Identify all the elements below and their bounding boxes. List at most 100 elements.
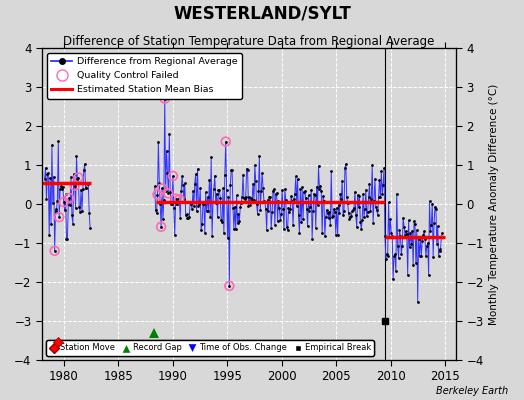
Point xyxy=(436,248,445,254)
Point xyxy=(360,214,368,220)
Point xyxy=(364,209,372,215)
Point xyxy=(185,214,193,220)
Point xyxy=(408,228,417,234)
Point xyxy=(48,142,56,148)
Point xyxy=(355,193,364,199)
Point xyxy=(178,173,186,179)
Point xyxy=(225,283,234,289)
Point xyxy=(195,200,203,207)
Point xyxy=(368,162,376,168)
Point xyxy=(335,210,344,216)
Point xyxy=(223,235,232,241)
Point xyxy=(236,204,245,210)
Point xyxy=(396,233,405,240)
Point xyxy=(65,195,73,201)
Point xyxy=(346,214,355,220)
Point xyxy=(333,204,341,211)
Point xyxy=(318,230,326,236)
Point xyxy=(336,191,345,198)
Point xyxy=(83,180,92,186)
Point xyxy=(84,181,93,187)
Point xyxy=(400,224,408,230)
Point xyxy=(239,195,248,202)
Point xyxy=(169,173,177,179)
Point xyxy=(428,200,436,207)
Point xyxy=(310,191,318,197)
Point xyxy=(52,206,61,212)
Point xyxy=(50,248,59,254)
Point xyxy=(197,227,205,234)
Point xyxy=(326,222,334,228)
Point xyxy=(243,166,252,173)
Point xyxy=(160,96,169,102)
Point xyxy=(394,243,402,249)
Point xyxy=(279,206,287,212)
Point xyxy=(226,182,234,188)
Point xyxy=(309,208,317,214)
Point xyxy=(157,224,165,230)
Point xyxy=(256,207,265,214)
Point xyxy=(218,219,226,225)
Point xyxy=(362,186,370,193)
Point xyxy=(49,200,57,206)
Point xyxy=(191,180,199,187)
Point xyxy=(181,212,190,218)
Point xyxy=(242,194,250,200)
Point xyxy=(334,202,343,208)
Point xyxy=(216,194,224,201)
Title: Difference of Station Temperature Data from Regional Average: Difference of Station Temperature Data f… xyxy=(63,35,434,48)
Point xyxy=(202,189,210,196)
Point xyxy=(354,192,362,198)
Point xyxy=(167,201,176,207)
Point xyxy=(427,222,435,228)
Point xyxy=(299,216,307,222)
Point xyxy=(79,186,87,192)
Point xyxy=(332,231,340,238)
Point xyxy=(327,168,335,175)
Point xyxy=(281,197,290,203)
Point xyxy=(245,194,254,200)
Point xyxy=(154,191,162,198)
Point xyxy=(161,188,170,194)
Point xyxy=(410,218,418,225)
Point xyxy=(70,171,78,178)
Point xyxy=(50,248,59,254)
Point xyxy=(380,165,388,171)
Point xyxy=(244,202,253,209)
Point xyxy=(372,204,380,210)
Point xyxy=(374,212,382,218)
Point xyxy=(402,231,411,237)
Point xyxy=(389,276,397,282)
Point xyxy=(164,190,172,196)
Legend: Station Move, Record Gap, Time of Obs. Change, Empirical Break: Station Move, Record Gap, Time of Obs. C… xyxy=(46,340,374,356)
Point xyxy=(206,213,214,220)
Point xyxy=(398,242,407,249)
Point xyxy=(209,199,217,206)
Point xyxy=(361,206,369,212)
Point xyxy=(76,209,84,216)
Point xyxy=(211,172,219,179)
Point xyxy=(155,180,163,186)
Point xyxy=(274,218,282,225)
Point xyxy=(412,260,420,266)
Point xyxy=(254,211,262,217)
Point xyxy=(378,191,386,198)
Point xyxy=(173,201,182,208)
Point xyxy=(243,166,251,172)
Point xyxy=(338,178,346,184)
Point xyxy=(170,205,178,211)
Point xyxy=(434,252,443,259)
Point xyxy=(182,211,191,218)
Point xyxy=(312,224,320,231)
Point xyxy=(222,138,230,145)
Point xyxy=(177,188,185,195)
Point xyxy=(168,200,176,207)
Point xyxy=(272,190,281,196)
Point xyxy=(421,236,429,242)
Point xyxy=(217,217,225,224)
Point xyxy=(203,194,212,200)
Point xyxy=(359,191,367,198)
Point xyxy=(395,255,403,261)
Point xyxy=(342,161,350,167)
Point xyxy=(385,234,394,240)
